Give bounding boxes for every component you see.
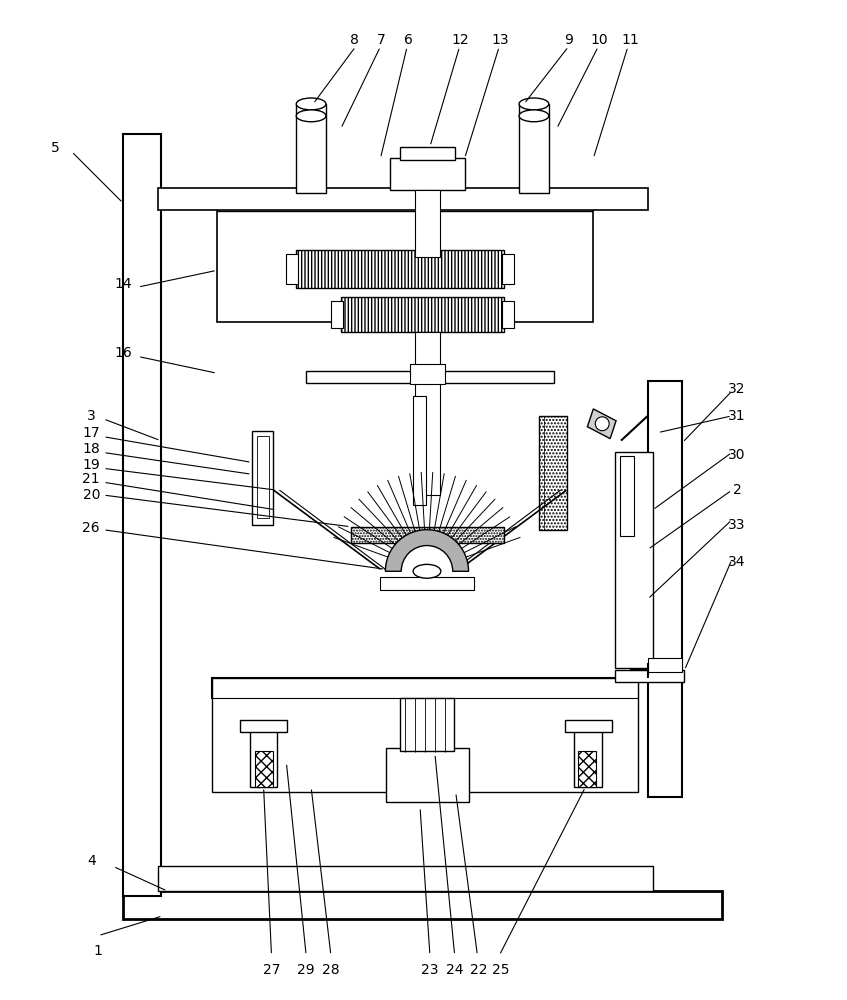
- Bar: [123, 891, 722, 919]
- Text: 22: 22: [470, 963, 487, 977]
- Text: 19: 19: [82, 458, 100, 472]
- Text: 6: 6: [404, 33, 412, 47]
- Bar: [615, 670, 684, 682]
- Text: 21: 21: [82, 472, 100, 486]
- Bar: [257, 436, 268, 518]
- Bar: [415, 332, 440, 495]
- Bar: [331, 301, 343, 328]
- Bar: [620, 456, 634, 536]
- Text: 20: 20: [82, 488, 100, 502]
- Bar: [286, 254, 298, 284]
- Text: 11: 11: [621, 33, 639, 47]
- Text: 24: 24: [446, 963, 463, 977]
- Text: 8: 8: [351, 33, 359, 47]
- Text: 16: 16: [114, 346, 132, 360]
- Bar: [648, 658, 683, 672]
- Bar: [519, 104, 549, 193]
- Bar: [565, 720, 612, 732]
- Text: 33: 33: [728, 518, 745, 532]
- Text: 27: 27: [263, 963, 280, 977]
- Bar: [212, 678, 638, 698]
- Text: 17: 17: [82, 426, 100, 440]
- Text: 1: 1: [94, 944, 102, 958]
- Bar: [386, 748, 468, 802]
- Bar: [401, 698, 454, 751]
- Bar: [579, 751, 596, 787]
- Bar: [255, 751, 273, 787]
- Text: 23: 23: [421, 963, 439, 977]
- Bar: [306, 371, 554, 383]
- Text: 9: 9: [564, 33, 573, 47]
- Text: 18: 18: [82, 442, 100, 456]
- Bar: [351, 527, 504, 543]
- Bar: [158, 188, 648, 210]
- Bar: [252, 431, 274, 525]
- Bar: [158, 866, 653, 891]
- Bar: [296, 104, 326, 193]
- Wedge shape: [385, 530, 468, 571]
- Text: 34: 34: [728, 555, 745, 569]
- Ellipse shape: [519, 98, 549, 110]
- Text: 28: 28: [322, 963, 340, 977]
- Text: 32: 32: [728, 382, 745, 396]
- Bar: [410, 364, 445, 384]
- Ellipse shape: [296, 110, 326, 122]
- Text: 10: 10: [590, 33, 608, 47]
- Text: 3: 3: [87, 409, 96, 423]
- Text: 5: 5: [52, 141, 60, 155]
- Bar: [380, 577, 474, 590]
- Text: 25: 25: [492, 963, 510, 977]
- Bar: [539, 416, 567, 530]
- Bar: [217, 193, 593, 322]
- Bar: [340, 297, 504, 332]
- Text: 13: 13: [491, 33, 509, 47]
- Bar: [390, 158, 465, 190]
- Bar: [615, 452, 653, 668]
- Bar: [648, 381, 683, 797]
- Text: 26: 26: [82, 521, 100, 535]
- Polygon shape: [587, 409, 616, 439]
- Ellipse shape: [519, 110, 549, 122]
- Text: 29: 29: [297, 963, 315, 977]
- Bar: [123, 134, 161, 896]
- Text: 12: 12: [451, 33, 469, 47]
- Text: 4: 4: [87, 854, 96, 868]
- Bar: [401, 147, 455, 160]
- Bar: [250, 723, 278, 787]
- Ellipse shape: [413, 564, 440, 578]
- Bar: [415, 190, 440, 257]
- Bar: [413, 396, 426, 505]
- Bar: [240, 720, 287, 732]
- Bar: [296, 250, 504, 288]
- Text: 31: 31: [728, 409, 745, 423]
- Text: 7: 7: [377, 33, 385, 47]
- Bar: [574, 723, 602, 787]
- Bar: [212, 678, 638, 792]
- Ellipse shape: [296, 98, 326, 110]
- Text: 2: 2: [733, 483, 741, 497]
- Text: 14: 14: [114, 277, 132, 291]
- Circle shape: [595, 417, 609, 431]
- Text: 30: 30: [728, 448, 745, 462]
- Bar: [502, 254, 514, 284]
- Bar: [502, 301, 514, 328]
